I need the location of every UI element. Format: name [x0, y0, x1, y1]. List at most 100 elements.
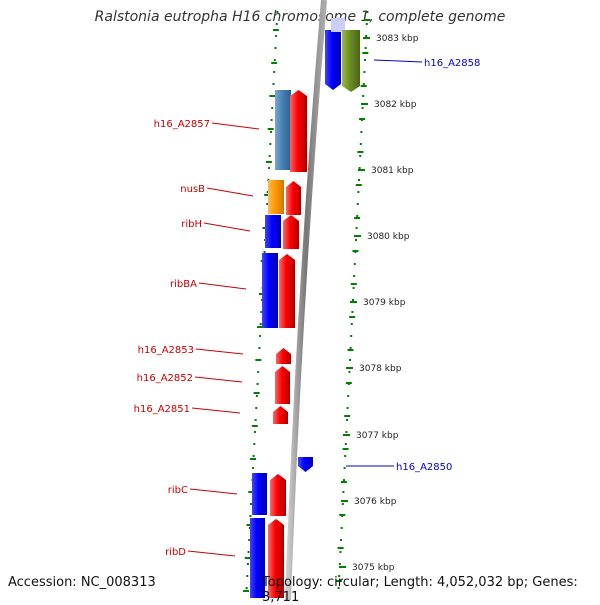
outer-ring-dot [346, 407, 349, 409]
inner-ring-dot [263, 251, 266, 253]
outer-ring-dot [366, 11, 369, 13]
outer-ring-dot [359, 155, 362, 157]
outer-ring-dot [337, 587, 340, 589]
outer-ring-dot [357, 191, 360, 193]
outer-ring-dot [348, 371, 351, 373]
outer-ring-dot [338, 563, 341, 565]
inner-ring-dot [260, 311, 263, 313]
outer-ring-dot [344, 455, 347, 457]
gene-label: ribC [168, 485, 188, 496]
gene-ribBA [262, 253, 278, 328]
gene-label: ribBA [170, 279, 197, 290]
gene-ribC-forward [270, 474, 286, 516]
inner-ring-dot [269, 131, 272, 133]
leader-line [203, 222, 251, 232]
outer-ring-dot [347, 395, 350, 397]
gene-label: nusB [180, 184, 205, 195]
outer-ring-dot [365, 23, 368, 25]
gene-h16_A2857-reverse [275, 90, 291, 170]
outer-ring-dot [360, 131, 363, 133]
outer-ring-dot [345, 431, 348, 433]
outer-ring-dot [353, 275, 356, 277]
inner-ring-dot [275, 23, 278, 25]
gene-label: h16_A2853 [138, 345, 194, 356]
leader-line [194, 376, 243, 383]
inner-ring-dot [274, 47, 277, 49]
gene-label: ribD [165, 547, 186, 558]
outer-ring-dot [356, 203, 359, 205]
inner-ring-dot [246, 563, 249, 565]
gene-h16_A2857-forward [290, 90, 307, 172]
outer-ring-dot [343, 467, 346, 469]
leader-line [189, 488, 238, 495]
tick-label: 3079 kbp [363, 298, 406, 308]
outer-ring-dot [342, 491, 345, 493]
outer-ring-dot [353, 263, 356, 265]
gene-features [250, 18, 360, 598]
inner-ring-dot [255, 395, 258, 397]
accession-text: Accession: NC_008313 [8, 575, 156, 590]
tick-label: 3083 kbp [376, 34, 419, 44]
inner-ring-dot [254, 419, 257, 421]
inner-ring-dot [272, 83, 275, 85]
inner-ring-dot [256, 383, 259, 385]
tick-label: 3076 kbp [354, 497, 397, 507]
inner-ring-dot [247, 551, 250, 553]
outer-ring-dot [350, 335, 353, 337]
inner-ring-dot [270, 119, 273, 121]
inner-ring-dot [253, 443, 256, 445]
outer-ring-dot [364, 47, 367, 49]
inner-ring-dot [275, 35, 278, 37]
genome-backbone [285, 0, 327, 600]
tick-ring-dots [245, 11, 369, 589]
inner-ring-dot [273, 71, 276, 73]
outer-ring-dot [351, 311, 354, 313]
leader-line [373, 59, 423, 63]
leader-line [191, 407, 241, 414]
map-title: Ralstonia eutropha H16 chromosome 1, com… [94, 9, 506, 25]
tick-label: 3077 kbp [356, 431, 399, 441]
inner-ring-dot [245, 587, 248, 589]
gene-label: h16_A2851 [134, 404, 190, 415]
tick-label: 3082 kbp [374, 100, 417, 110]
outer-ring-dot [338, 575, 341, 577]
gene-nusB-forward [286, 181, 301, 215]
inner-ring-dot [246, 575, 249, 577]
inner-ring-dot [248, 527, 251, 529]
tick-label: 3080 kbp [367, 232, 410, 242]
gene-h16_A2858 [342, 30, 360, 92]
gene-label: ribH [181, 219, 202, 230]
outer-ring-dot [339, 551, 342, 553]
gene-ribH-forward [283, 215, 299, 249]
outer-ring-dot [343, 479, 345, 481]
inner-ring-dot [258, 347, 261, 349]
outer-ring-dot [352, 299, 354, 301]
inner-ring-dot [268, 167, 271, 169]
inner-ring-dot [259, 335, 262, 337]
topology-text: Topology: circular; Length: 4,052,032 bp… [262, 575, 578, 605]
inner-ring-dot [252, 467, 255, 469]
outer-ring-dot [362, 95, 365, 97]
inner-ring-dot [266, 191, 269, 193]
outer-ring-dot [362, 83, 365, 85]
gene-h16_A2851 [273, 406, 288, 424]
gene-label: h16_A2857 [154, 119, 210, 130]
gene-nusB [268, 180, 284, 214]
gene-reverse-cap [331, 18, 345, 32]
outer-ring-dot [349, 347, 352, 349]
inner-ring-dot [255, 407, 258, 409]
outer-ring-dot [364, 59, 366, 61]
outer-ring-dot [361, 107, 364, 109]
inner-ring-dot [249, 515, 252, 517]
gene-h16_A2853 [276, 348, 291, 364]
tick-label: 3075 kbp [352, 563, 395, 573]
inner-ring-dot [259, 323, 262, 325]
gene-ribC-reverse [252, 473, 267, 515]
inner-ring-dot [273, 59, 276, 61]
outer-ring-dot [355, 227, 358, 229]
inner-ring-dot [268, 155, 271, 157]
outer-ring-dot [358, 167, 361, 169]
gene-label: h16_A2858 [424, 58, 480, 69]
outer-ring-dot [344, 443, 347, 445]
